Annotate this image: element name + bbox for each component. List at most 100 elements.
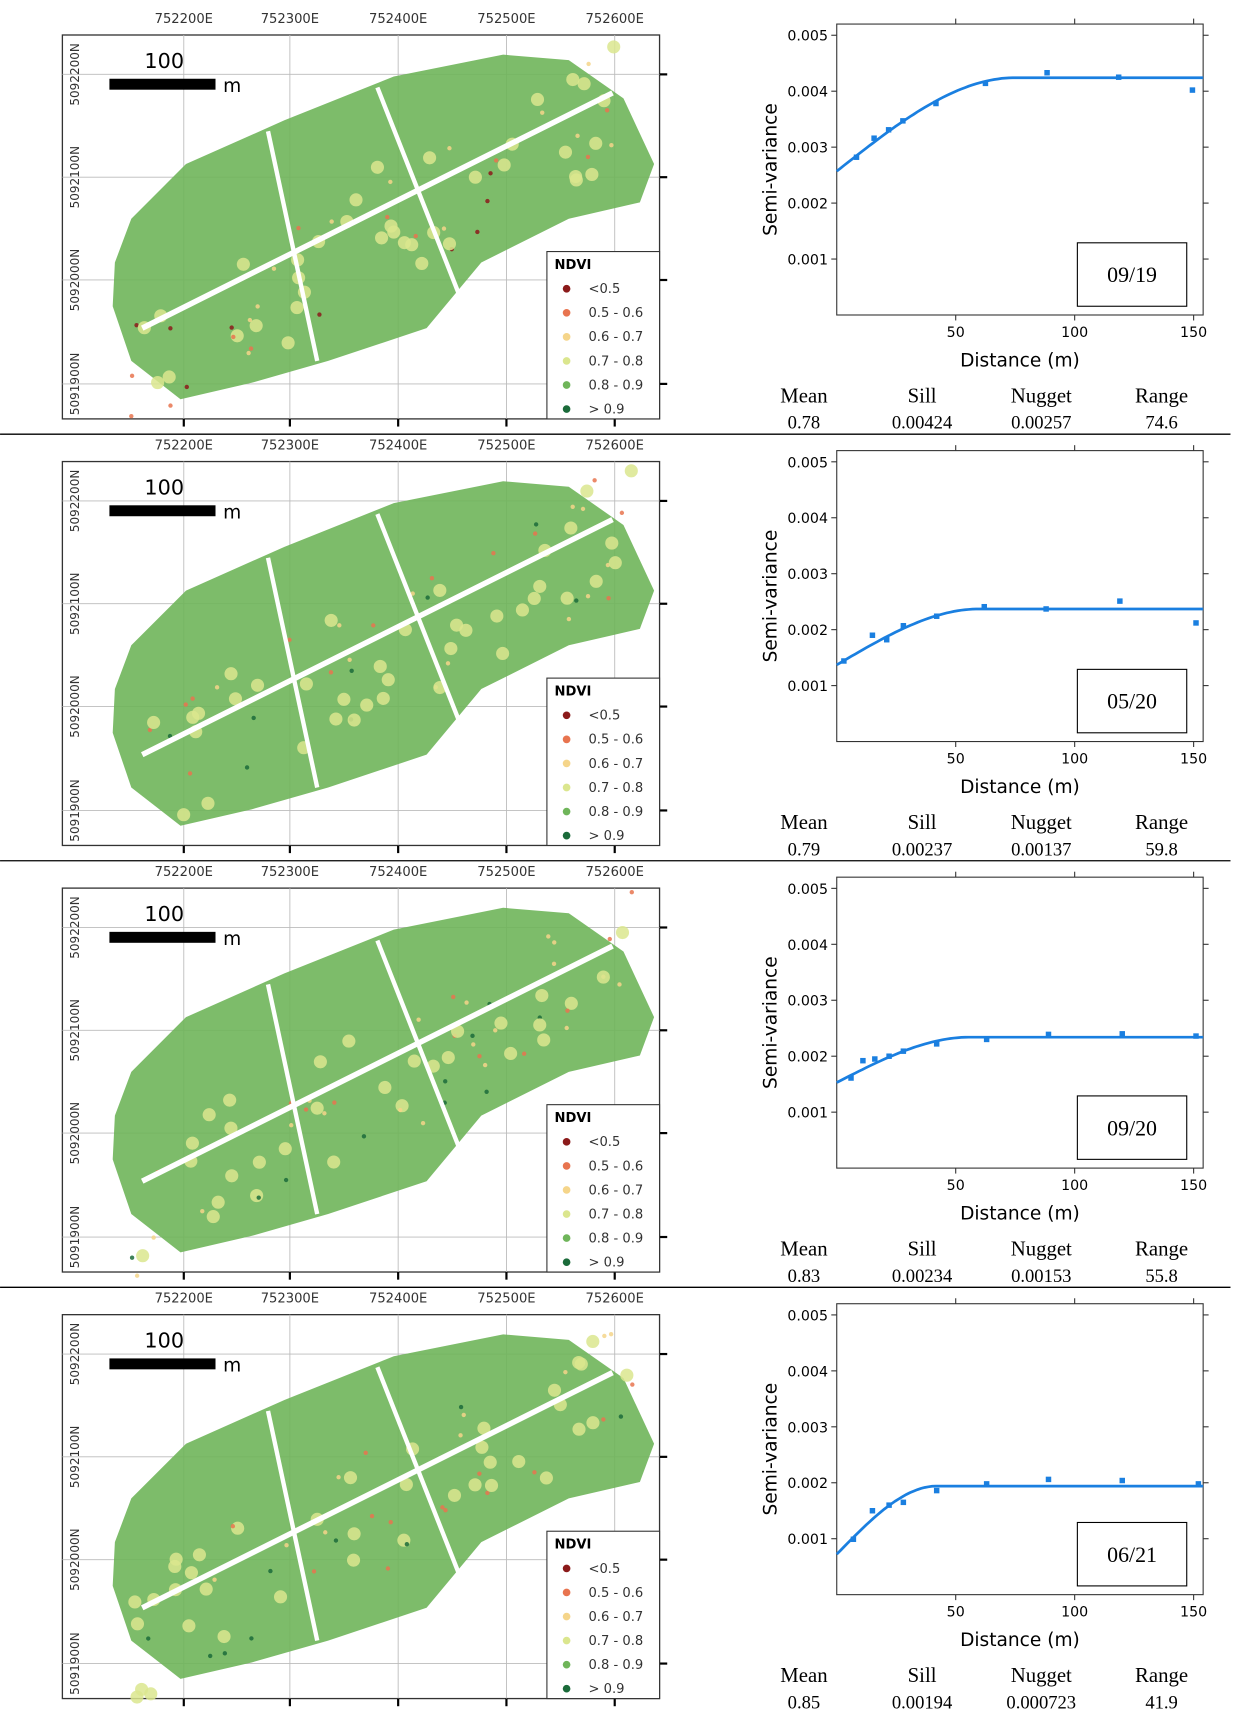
legend-label: <0.5 (588, 282, 620, 297)
y-tick-label: 0.005 (787, 29, 828, 45)
field-pixel (129, 414, 133, 418)
map-x-label: 752600E (586, 439, 644, 454)
map-y-label: 5092000N (68, 249, 82, 312)
scale-label: 100 (144, 475, 184, 499)
legend-label: > 0.9 (588, 1256, 624, 1271)
field-pixel (617, 982, 621, 986)
field-pixel (386, 1566, 390, 1570)
scale-bar (109, 1358, 215, 1369)
field-pixel (484, 1456, 497, 1469)
field-pixel (491, 551, 495, 555)
map-x-label: 752600E (586, 865, 644, 880)
point (884, 637, 889, 642)
field-pixel (443, 1079, 447, 1083)
y-axis-title: Semi-variance (761, 103, 782, 236)
row: 752200E752300E752400E752500E752600E50922… (0, 865, 1230, 1287)
stat-label: Range (1135, 1238, 1188, 1261)
scale-label: 100 (144, 902, 184, 926)
field-pixel (477, 1054, 481, 1058)
field-pixel (284, 1543, 288, 1547)
y-tick-label: 0.003 (787, 1420, 828, 1436)
model-curve (837, 78, 1203, 171)
field-pixel (323, 1530, 327, 1534)
x-tick-label: 50 (947, 325, 965, 341)
x-axis-title: Distance (m) (960, 350, 1080, 371)
field-pixel (329, 219, 333, 223)
field-pixel (440, 1505, 444, 1509)
point (1117, 598, 1122, 603)
legend-dot (563, 309, 571, 317)
scale-bar (109, 932, 215, 943)
field-pixel (131, 1617, 144, 1630)
field-pixel (146, 1636, 150, 1640)
point (984, 1037, 989, 1042)
field-pixel (442, 1051, 455, 1064)
y-tick-label: 0.003 (787, 994, 828, 1010)
point (934, 1041, 939, 1046)
point (1044, 70, 1049, 75)
stat-value: 0.78 (788, 413, 821, 434)
stat-value: 0.79 (788, 839, 821, 860)
map-y-label: 5092200N (68, 1323, 82, 1386)
field-pixel (494, 158, 498, 162)
field-pixel (533, 1018, 546, 1031)
legend-label: <0.5 (588, 1135, 620, 1150)
field-pixel (217, 1630, 230, 1643)
y-axis-title: Semi-variance (761, 1383, 782, 1516)
point (901, 1500, 906, 1505)
field-pixel (471, 1042, 475, 1046)
field-pixel (625, 464, 638, 477)
point (870, 633, 875, 638)
field-pixel (516, 603, 529, 616)
field-pixel (182, 1619, 195, 1632)
field-pixel (580, 485, 593, 498)
point (872, 1056, 877, 1061)
legend-dot (563, 405, 571, 413)
field-pixel (620, 511, 624, 515)
field-pixel (212, 1577, 216, 1581)
field-pixel (414, 234, 418, 238)
stat-label: Nugget (1011, 384, 1072, 407)
field-pixel (451, 995, 455, 999)
y-tick-label: 0.004 (787, 1364, 828, 1380)
field-pixel (289, 1123, 293, 1127)
model-curve (837, 609, 1203, 665)
row: 752200E752300E752400E752500E752600E50922… (62, 1292, 1208, 1714)
field-pixel (203, 1108, 216, 1121)
map-y-label: 5091900N (68, 779, 82, 842)
y-tick-label: 0.005 (787, 1308, 828, 1324)
scale-bar (109, 79, 215, 90)
x-tick-label: 150 (1180, 325, 1207, 341)
legend-label: <0.5 (588, 709, 620, 724)
field-pixel (329, 670, 333, 674)
field-pixel (575, 1358, 588, 1371)
point (933, 101, 938, 106)
y-tick-label: 0.003 (787, 141, 828, 157)
field-pixel (433, 584, 446, 597)
map-x-label: 752200E (155, 865, 213, 880)
field-pixel (223, 1651, 227, 1655)
field-pixel (470, 1034, 474, 1038)
stat-value: 55.8 (1145, 1266, 1178, 1287)
page: 752200E752300E752400E752500E752600E50922… (0, 0, 1236, 1727)
field-pixel (184, 702, 188, 706)
map-y-label: 5092200N (68, 470, 82, 533)
y-tick-label: 0.001 (787, 1106, 828, 1122)
legend-label: > 0.9 (588, 402, 624, 417)
map-x-label: 752300E (261, 1292, 319, 1307)
field-pixel (336, 1475, 340, 1479)
field-pixel (325, 614, 338, 627)
field-pixel (201, 797, 214, 810)
y-tick-label: 0.001 (787, 253, 828, 269)
field-pixel (215, 685, 219, 689)
point (983, 81, 988, 86)
legend-dot (563, 1589, 571, 1597)
field-pixel (586, 155, 590, 159)
legend-dot (563, 285, 571, 293)
figure: 752200E752300E752400E752500E752600E50922… (0, 0, 1236, 1727)
map-x-label: 752600E (586, 1292, 644, 1307)
stat-label: Sill (908, 384, 937, 407)
field-pixel (388, 180, 392, 184)
stat-label: Nugget (1011, 1238, 1072, 1261)
x-tick-label: 100 (1061, 325, 1088, 341)
